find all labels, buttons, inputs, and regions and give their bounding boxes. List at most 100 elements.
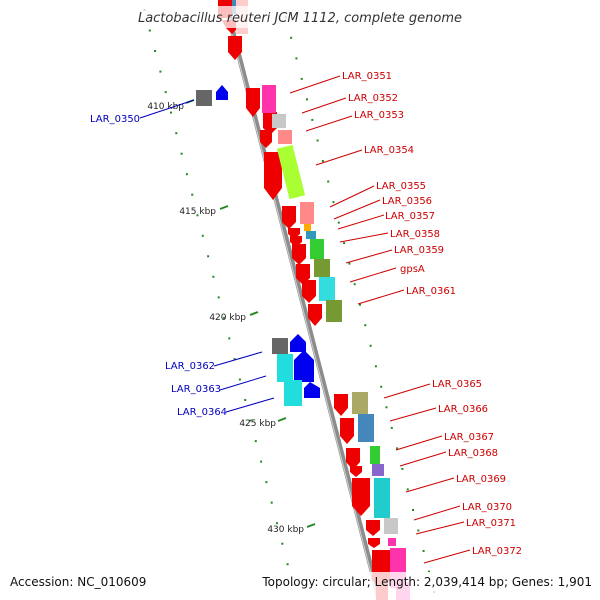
tick-dot bbox=[170, 111, 172, 114]
gene-label-LAR_0359[interactable]: LAR_0359 bbox=[394, 245, 444, 256]
gene-label-LAR_0365[interactable]: LAR_0365 bbox=[432, 379, 482, 390]
cog-box-LAR_0351[interactable] bbox=[262, 85, 276, 113]
gene-label-LAR_0369[interactable]: LAR_0369 bbox=[456, 474, 506, 485]
tick-dot bbox=[396, 447, 399, 450]
tick-dot bbox=[369, 344, 372, 347]
forward-label-leaders bbox=[289, 75, 471, 564]
gene-label-LAR_0372[interactable]: LAR_0372 bbox=[472, 546, 522, 557]
scale-tick-415: 415 kbp bbox=[179, 205, 229, 217]
tick-dot bbox=[217, 296, 220, 299]
tick-dot bbox=[385, 406, 388, 409]
gene-label-LAR_0370[interactable]: LAR_0370 bbox=[462, 502, 512, 513]
cog-box-LAR_0358[interactable] bbox=[310, 239, 324, 259]
cds-arrow-LAR_0353[interactable] bbox=[260, 130, 272, 148]
tick-dot bbox=[374, 365, 377, 368]
tick-dot bbox=[207, 255, 210, 258]
cog-box-LAR_0364[interactable] bbox=[284, 380, 302, 406]
scale-label-410: 410 kbp bbox=[147, 102, 184, 112]
cds-arrow-LAR_0366[interactable] bbox=[340, 418, 354, 444]
tick-dot bbox=[422, 550, 425, 552]
gene-label-LAR_0350[interactable]: LAR_0350 bbox=[90, 114, 140, 125]
cds-arrow-LAR_0355[interactable] bbox=[282, 206, 296, 229]
forward-strand-features bbox=[246, 85, 406, 590]
gene-label-LAR_0354[interactable]: LAR_0354 bbox=[364, 145, 414, 156]
tick-dot-grid bbox=[143, 9, 436, 594]
cog-box-LAR_0356[interactable] bbox=[304, 224, 311, 231]
gene-label-LAR_0357[interactable]: LAR_0357 bbox=[385, 211, 435, 222]
tick-dot bbox=[191, 193, 194, 196]
tick-dot bbox=[295, 57, 298, 60]
cds-arrow-LAR_0367[interactable] bbox=[346, 448, 360, 470]
cds-arrow-LAR_0350[interactable] bbox=[216, 85, 228, 100]
tick-dot bbox=[390, 426, 393, 429]
cog-box-LAR_0369[interactable] bbox=[374, 478, 390, 518]
gene-label-LAR_0364[interactable]: LAR_0364 bbox=[177, 407, 227, 418]
cds-arrow-LAR_0368[interactable] bbox=[350, 466, 362, 477]
tick-dot bbox=[180, 152, 183, 155]
cog-box-LAR_0367[interactable] bbox=[370, 446, 380, 464]
cog-box-LAR_0362[interactable] bbox=[272, 338, 288, 354]
cog-box-LAR_0370[interactable] bbox=[384, 518, 398, 534]
cog-box-gpsA[interactable] bbox=[319, 277, 335, 301]
cds-arrow-LAR_0362[interactable] bbox=[290, 334, 306, 352]
cog-box-LAR_0354[interactable] bbox=[276, 144, 306, 200]
gene-label-LAR_0353[interactable]: LAR_0353 bbox=[354, 110, 404, 121]
cds-arrow-gpsA[interactable] bbox=[302, 280, 316, 303]
map-title: Lactobacillus reuteri JCM 1112, complete… bbox=[138, 11, 462, 26]
gene-label-gpsA[interactable]: gpsA bbox=[400, 264, 425, 275]
tick-dot bbox=[244, 399, 247, 401]
cds-arrow-LAR_0354[interactable] bbox=[264, 152, 282, 200]
gene-label-LAR_0368[interactable]: LAR_0368 bbox=[448, 448, 498, 459]
cog-box-LAR_0355[interactable] bbox=[300, 202, 314, 224]
tick-dot bbox=[286, 563, 289, 566]
tick-dot bbox=[412, 509, 414, 511]
cds-arrow-LAR_0359[interactable] bbox=[296, 264, 310, 285]
tick-dot bbox=[406, 488, 409, 491]
gene-label-LAR_0358[interactable]: LAR_0358 bbox=[390, 229, 440, 240]
cds-arrow-LAR_0364[interactable] bbox=[304, 382, 320, 398]
cog-box-LAR_0350[interactable] bbox=[196, 90, 212, 106]
cds-arrow-LAR_0363[interactable] bbox=[294, 350, 314, 382]
cog-box-LAR_0365[interactable] bbox=[352, 392, 368, 414]
gene-label-LAR_0371[interactable]: LAR_0371 bbox=[466, 518, 516, 529]
gene-label-LAR_0367[interactable]: LAR_0367 bbox=[444, 432, 494, 443]
tick-dot bbox=[337, 221, 340, 224]
cds-arrow-LAR_0369[interactable] bbox=[352, 478, 370, 516]
gene-label-LAR_0356[interactable]: LAR_0356 bbox=[382, 196, 432, 207]
gene-label-LAR_0361[interactable]: LAR_0361 bbox=[406, 286, 456, 297]
tick-dot bbox=[249, 419, 252, 422]
cds-arrow-LAR_0365[interactable] bbox=[334, 394, 348, 416]
cds-arrow-LAR_0371[interactable] bbox=[368, 538, 380, 548]
cog-box-LAR_0361[interactable] bbox=[326, 300, 342, 322]
reverse-gene-labels: LAR_0350 LAR_0362 LAR_0363 LAR_0364 bbox=[90, 114, 227, 418]
tick-dot bbox=[290, 36, 293, 39]
cds-arrow-LAR_0351[interactable] bbox=[246, 88, 260, 117]
gene-label-LAR_0355[interactable]: LAR_0355 bbox=[376, 181, 426, 192]
gene-label-LAR_0363[interactable]: LAR_0363 bbox=[171, 384, 221, 395]
cog-box-LAR_0357[interactable] bbox=[306, 231, 316, 239]
cog-box-LAR_0371[interactable] bbox=[388, 538, 396, 546]
gene-label-LAR_0362[interactable]: LAR_0362 bbox=[165, 361, 215, 372]
cog-box-LAR_0366[interactable] bbox=[358, 414, 374, 442]
tick-dot bbox=[332, 201, 335, 204]
tick-dot bbox=[316, 139, 319, 142]
tick-dot bbox=[164, 91, 167, 94]
tick-dot bbox=[343, 242, 346, 245]
tick-dot bbox=[201, 234, 204, 237]
cog-box-LAR_0353[interactable] bbox=[278, 130, 292, 144]
gene-label-LAR_0352[interactable]: LAR_0352 bbox=[348, 93, 398, 104]
tick-dot bbox=[327, 180, 330, 183]
cog-box-LAR_0363[interactable] bbox=[277, 354, 293, 382]
cog-box-LAR_0368[interactable] bbox=[372, 464, 384, 476]
tick-dot bbox=[401, 467, 404, 470]
gene-label-LAR_0366[interactable]: LAR_0366 bbox=[438, 404, 488, 415]
cds-arrow-LAR_0361[interactable] bbox=[308, 304, 322, 326]
tick-dot bbox=[238, 378, 241, 381]
tick-dot bbox=[359, 303, 361, 306]
gene-label-LAR_0351[interactable]: LAR_0351 bbox=[342, 71, 392, 82]
cog-box-LAR_0352[interactable] bbox=[272, 114, 286, 128]
cds-arrow-LAR_0370[interactable] bbox=[366, 520, 380, 536]
cog-box-LAR_0359[interactable] bbox=[314, 259, 330, 277]
cds-arrow-LAR_0358[interactable] bbox=[292, 244, 306, 265]
scale-label-425: 425 kbp bbox=[239, 419, 276, 429]
